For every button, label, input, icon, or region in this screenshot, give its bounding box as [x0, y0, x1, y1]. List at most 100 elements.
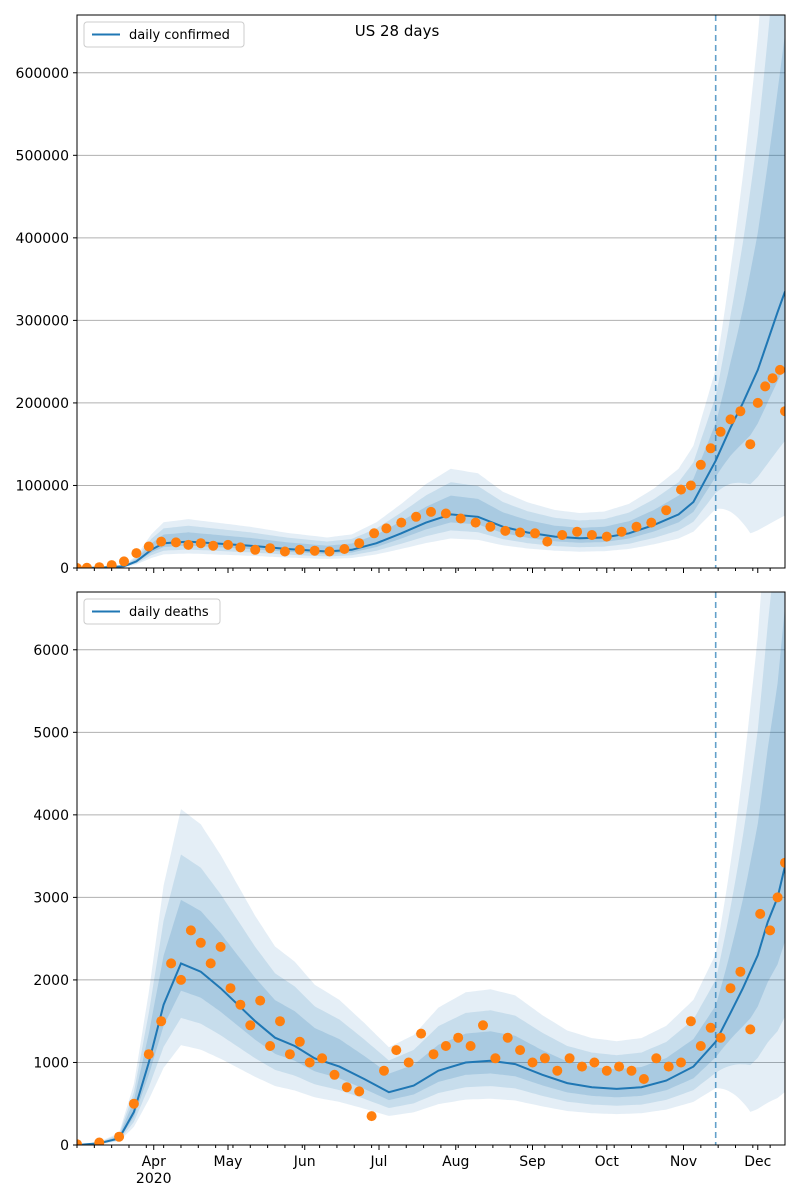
uncertainty-band: [77, 592, 785, 1145]
data-point: [440, 508, 451, 519]
data-point: [638, 1074, 649, 1084]
data-point: [279, 546, 290, 557]
data-point: [223, 539, 233, 550]
data-point: [715, 426, 726, 437]
data-point: [317, 1053, 328, 1064]
data-point: [745, 1024, 756, 1035]
data-point: [663, 1061, 674, 1072]
data-point: [208, 540, 219, 551]
data-point: [685, 480, 696, 491]
data-point: [661, 505, 672, 516]
x-tick-label: May: [214, 1154, 243, 1170]
y-tick-label: 500000: [16, 148, 69, 164]
data-point: [735, 966, 746, 977]
data-point: [646, 517, 657, 528]
data-point: [676, 484, 686, 495]
y-tick-label: 300000: [16, 313, 69, 329]
axes-frame: [76, 591, 786, 1146]
data-point: [539, 1053, 550, 1064]
data-point: [557, 530, 568, 540]
data-point: [564, 1053, 575, 1064]
data-point: [490, 1053, 501, 1064]
data-point: [725, 414, 736, 425]
data-point: [81, 562, 92, 568]
data-point: [695, 1041, 706, 1051]
y-tick-label: 600000: [16, 66, 69, 82]
y-tick-label: 400000: [16, 231, 69, 247]
data-point: [685, 1016, 696, 1027]
x-tick-label: Nov: [670, 1154, 697, 1170]
uncertainty-band: [77, 606, 785, 1145]
data-point: [294, 1036, 305, 1047]
data-point: [183, 539, 194, 550]
data-point: [453, 1032, 464, 1043]
data-point: [465, 1041, 476, 1051]
data-point: [725, 983, 736, 994]
chart-title: US 28 days: [355, 22, 440, 40]
y-tick-label: 6000: [33, 643, 69, 659]
y-tick-label: 0: [60, 561, 69, 577]
data-point: [215, 941, 226, 952]
legend-box: [83, 598, 221, 625]
data-point: [354, 538, 365, 549]
confirmed-chart-panel: 0 100000 200000 300000 400000 500000 600000 dai…: [16, 14, 786, 577]
data-point: [515, 527, 526, 538]
data-point: [631, 521, 642, 532]
data-point: [131, 548, 142, 559]
data-point: [265, 1041, 276, 1051]
data-point: [502, 1032, 513, 1043]
data-point: [470, 517, 481, 528]
data-point: [341, 1082, 352, 1093]
data-point: [755, 908, 766, 919]
data-point: [577, 1061, 587, 1072]
data-point: [705, 1022, 716, 1033]
data-point: [772, 892, 783, 903]
data-point: [428, 1049, 439, 1060]
data-point: [745, 439, 756, 450]
data-point: [119, 556, 129, 567]
data-point: [586, 530, 597, 540]
data-point: [309, 545, 320, 556]
x-tick-label: Apr: [142, 1154, 166, 1170]
data-point: [440, 1041, 451, 1051]
y-tick-label: 200000: [16, 396, 69, 412]
data-point: [485, 521, 496, 532]
data-point: [156, 536, 167, 547]
data-point: [552, 1065, 563, 1076]
uncertainty-band: [77, 592, 785, 1145]
data-point: [176, 974, 186, 985]
data-point: [255, 995, 266, 1006]
data-point: [294, 544, 305, 555]
data-point: [616, 526, 627, 537]
data-point: [775, 364, 785, 375]
data-point: [195, 538, 206, 549]
data-point: [94, 562, 105, 568]
axes-frame: [76, 14, 786, 569]
data-point: [500, 525, 511, 536]
legend-box: [83, 21, 245, 48]
legend: daily deaths: [83, 598, 221, 625]
legend-label: daily deaths: [129, 605, 209, 620]
data-point: [527, 1057, 538, 1068]
data-point: [284, 1049, 295, 1060]
data-point: [128, 1098, 139, 1109]
data-point: [735, 406, 746, 417]
data-point: [478, 1020, 488, 1031]
data-point: [752, 397, 763, 408]
x-tick-label: Aug: [442, 1154, 469, 1170]
data-point: [250, 544, 261, 555]
data-point: [143, 1049, 154, 1060]
data-point: [304, 1057, 315, 1068]
data-point: [455, 513, 466, 524]
data-point: [705, 443, 716, 454]
y-tick-label: 2000: [33, 973, 69, 989]
data-point: [143, 541, 154, 552]
data-point: [379, 1065, 389, 1076]
data-point: [369, 528, 380, 539]
x-tick-label: Jul: [370, 1154, 388, 1170]
data-point: [114, 1131, 125, 1142]
data-point: [626, 1065, 637, 1076]
x-tick-label: Jun: [293, 1154, 316, 1170]
